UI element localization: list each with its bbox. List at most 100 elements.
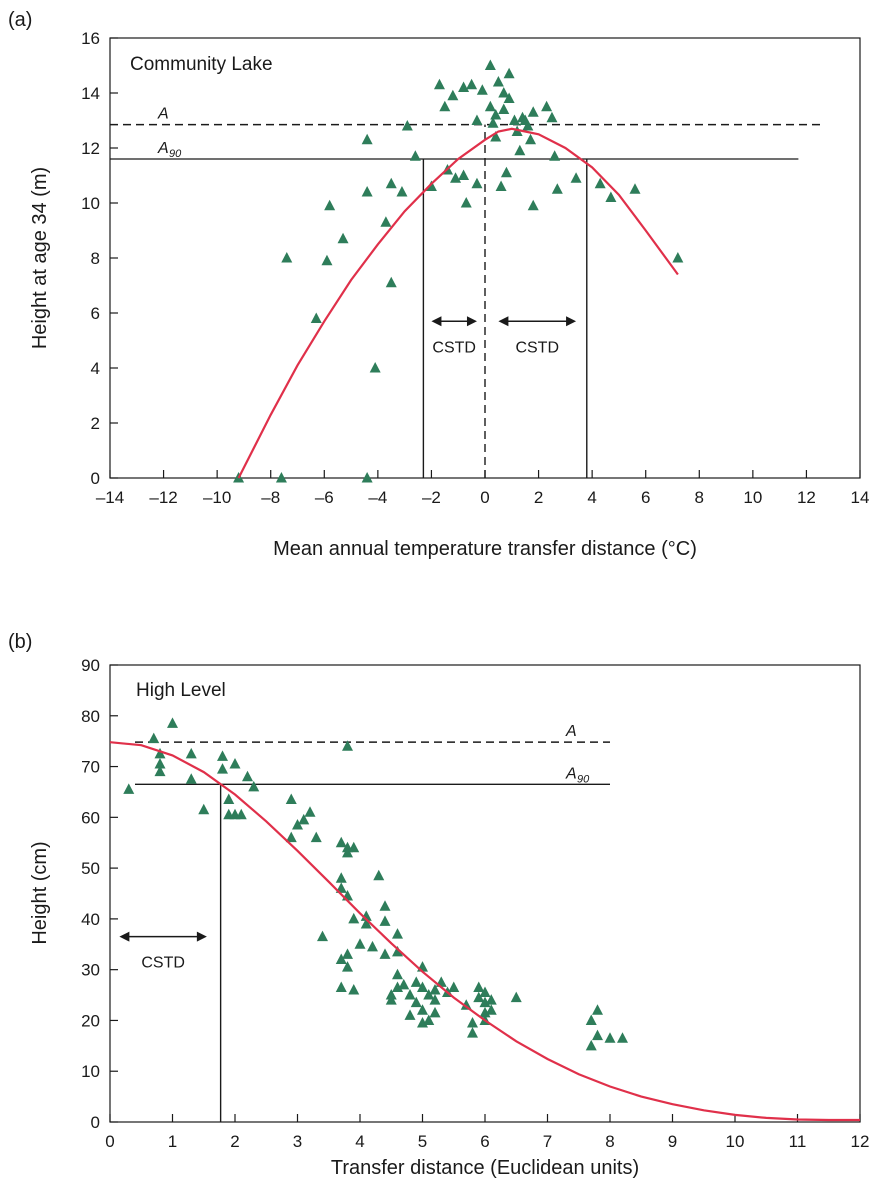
y-tick-label: 0: [91, 1113, 100, 1132]
data-point: [361, 133, 373, 145]
data-point: [275, 472, 287, 483]
data-point: [396, 186, 408, 197]
data-point: [592, 1004, 603, 1015]
panel-label-a: (a): [8, 9, 32, 31]
data-point: [447, 89, 459, 101]
data-point: [410, 996, 422, 1008]
x-tick-label: –2: [422, 488, 441, 507]
y-tick-label: 30: [81, 961, 100, 980]
data-point: [439, 100, 451, 112]
data-point: [185, 773, 197, 784]
data-point: [510, 991, 522, 1003]
y-axis-label-a: Height at age 34 (m): [29, 167, 51, 349]
data-point: [479, 986, 491, 998]
data-point: [490, 109, 502, 120]
data-point: [398, 978, 410, 990]
reference-lines-b: AA 90: [135, 723, 610, 1122]
data-point: [223, 793, 235, 805]
data-point: [235, 808, 247, 820]
data-point: [348, 841, 360, 853]
x-tick-label: –6: [315, 488, 334, 507]
x-tick-label: 2: [534, 488, 543, 507]
data-point: [379, 915, 391, 926]
x-tick-label: 8: [605, 1132, 614, 1151]
data-point: [401, 120, 413, 131]
data-point: [367, 940, 378, 952]
data-point: [385, 177, 397, 189]
data-point: [485, 1004, 497, 1015]
data-point: [248, 780, 260, 792]
data-point: [484, 59, 496, 70]
fit-curve: [109, 741, 860, 1122]
data-point: [285, 793, 297, 805]
data-point: [594, 177, 606, 189]
data-point: [148, 732, 160, 744]
data-point: [335, 872, 347, 883]
data-point: [429, 1006, 441, 1018]
data-point: [527, 106, 539, 117]
data-point: [373, 869, 385, 881]
x-tick-label: –4: [368, 488, 387, 507]
data-point: [495, 180, 507, 191]
x-axis-label-a: Mean annual temperature transfer distanc…: [273, 538, 697, 560]
a90-label: A: [565, 765, 577, 782]
data-point: [473, 981, 485, 992]
data-point: [551, 183, 563, 194]
data-point: [185, 747, 197, 759]
data-point: [342, 948, 353, 959]
cstd-label: CSTD: [515, 339, 559, 356]
x-tick-label: 12: [851, 1132, 870, 1151]
panel-label-b: (b): [8, 631, 32, 653]
cstd-arrow-head: [498, 316, 509, 327]
data-point: [570, 172, 582, 183]
data-point: [490, 131, 502, 142]
data-point: [585, 1014, 597, 1025]
data-point: [342, 740, 353, 751]
data-point: [592, 1029, 603, 1041]
x-tick-label: 10: [726, 1132, 745, 1151]
chart-title-b: High Level: [136, 680, 226, 701]
data-point: [429, 983, 441, 995]
data-point: [585, 1039, 597, 1051]
optimum-label: A: [565, 723, 577, 740]
data-point: [433, 78, 445, 90]
data-point: [317, 930, 328, 942]
cstd-arrow-head: [431, 316, 442, 327]
data-point: [123, 783, 135, 794]
data-point: [335, 953, 347, 965]
fit-curve-a: [237, 127, 679, 479]
data-point: [348, 912, 360, 924]
data-point: [298, 813, 310, 825]
data-point: [217, 763, 228, 774]
data-point: [629, 183, 641, 194]
data-point: [229, 758, 241, 769]
data-point: [467, 1016, 478, 1028]
x-axis-b: 0 1 2 3 4 5 6 7 8 9 10 11 12: [105, 1114, 869, 1151]
data-point: [471, 114, 483, 125]
data-point: [379, 948, 391, 959]
data-point: [423, 1014, 435, 1025]
data-point: [605, 191, 617, 202]
x-tick-label: 6: [641, 488, 650, 507]
x-tick-label: –12: [149, 488, 177, 507]
x-tick-label: 8: [695, 488, 704, 507]
x-tick-label: 7: [543, 1132, 552, 1151]
fit-curve: [237, 127, 679, 479]
data-point: [525, 133, 537, 145]
x-tick-label: 6: [480, 1132, 489, 1151]
data-point: [417, 961, 428, 972]
cstd-arrows-a: CSTD CSTD: [431, 316, 577, 356]
data-point: [410, 976, 422, 987]
data-point: [460, 197, 472, 208]
data-point: [500, 166, 512, 178]
optimum-label: A: [157, 106, 169, 123]
data-point: [503, 92, 515, 103]
data-point: [337, 232, 349, 244]
a90-subscript: 90: [577, 773, 590, 785]
data-point: [198, 803, 210, 815]
x-tick-label: 3: [293, 1132, 302, 1151]
data-point: [460, 999, 472, 1010]
data-point: [549, 150, 561, 161]
data-point: [417, 1004, 428, 1015]
